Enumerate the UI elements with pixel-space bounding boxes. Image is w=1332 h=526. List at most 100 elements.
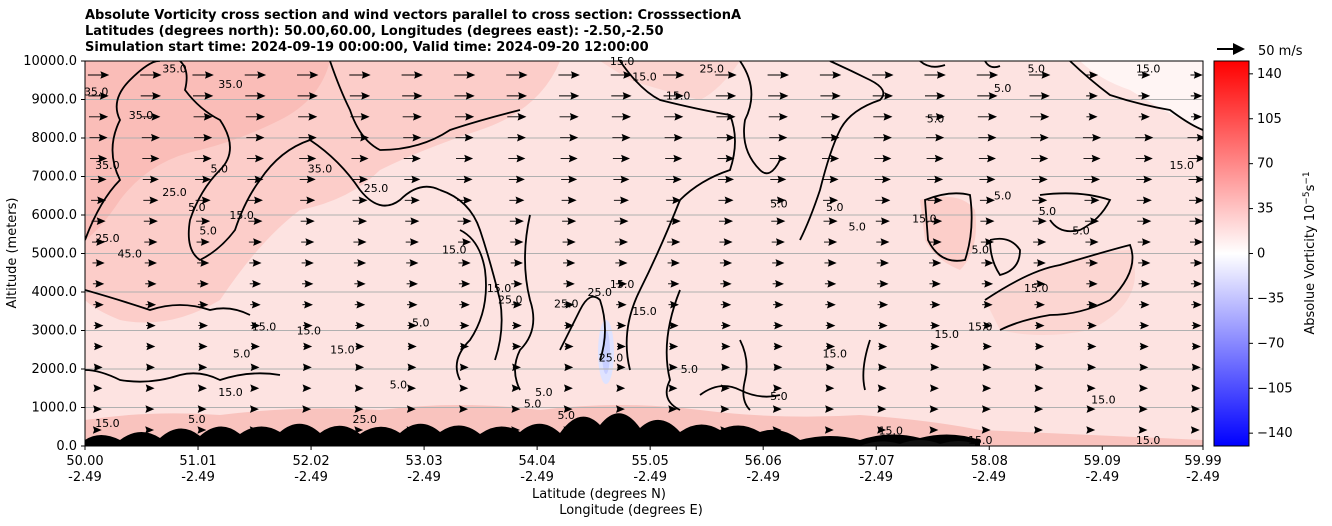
wind-vector — [249, 259, 262, 267]
wind-vector — [930, 321, 940, 330]
wind-vector — [353, 259, 367, 267]
wind-vector — [665, 154, 683, 163]
wind-vector — [141, 112, 161, 121]
contour-label: 35.0 — [308, 163, 333, 176]
wind-vector — [716, 133, 736, 142]
wind-vector — [978, 154, 996, 163]
wind-vector — [872, 92, 893, 100]
contour-line — [455, 229, 487, 381]
contour-label: 5.0 — [199, 224, 217, 237]
x-tick-label-lat: 56.06 — [745, 454, 782, 469]
contour-label: 5.0 — [233, 347, 251, 360]
colorbar-tick-label: −105 — [1257, 381, 1293, 396]
wind-vector — [616, 321, 627, 330]
wind-vector — [614, 217, 629, 225]
contour-line — [989, 237, 1021, 277]
wind-vector — [562, 217, 577, 225]
wind-vector — [250, 384, 260, 393]
wind-vector — [664, 112, 684, 121]
wind-vector — [458, 259, 471, 267]
wind-vector — [1138, 112, 1150, 121]
x-tick-label-lat: 54.04 — [519, 454, 556, 469]
wind-vectors — [87, 71, 1203, 434]
wind-vector — [824, 280, 837, 288]
wind-vector — [719, 259, 733, 267]
wind-vector — [772, 405, 782, 413]
wind-vector — [1136, 175, 1153, 184]
wind-vector — [302, 405, 312, 413]
wind-vector — [1187, 133, 1203, 142]
contour-line — [699, 385, 781, 398]
wind-vector — [1087, 342, 1097, 351]
contour-label: 5.0 — [972, 244, 990, 257]
contour-label: 15.0 — [330, 344, 355, 357]
wind-vector — [302, 280, 314, 288]
wind-vector — [1188, 175, 1203, 184]
wind-vector — [92, 280, 105, 288]
colorbar-tick-label: 140 — [1257, 67, 1282, 82]
wind-vector — [564, 363, 574, 372]
wind-vector — [563, 259, 576, 267]
contour-label: 5.0 — [1028, 63, 1046, 76]
wind-vector — [773, 321, 784, 330]
wind-vector — [457, 217, 472, 225]
contour-line — [739, 61, 781, 175]
grid-lines — [85, 99, 1203, 408]
wind-vector — [300, 217, 315, 225]
wind-vector — [145, 405, 155, 413]
wind-vector — [616, 342, 626, 351]
wind-vector — [297, 92, 318, 100]
wind-vector — [982, 384, 992, 393]
wind-vector — [668, 384, 678, 393]
wind-vector — [198, 384, 207, 393]
wind-vector — [873, 133, 892, 142]
contour-label: 5.0 — [1039, 205, 1057, 218]
wind-vector — [876, 238, 890, 246]
wind-vector — [878, 342, 888, 351]
contour-label: 25.0 — [364, 182, 389, 195]
wind-vector — [1086, 384, 1096, 393]
colorbar-ticks: 140 105 70 35 0 −35 −70 −105 −140 — [1249, 67, 1293, 441]
wind-vector — [1084, 217, 1100, 225]
wind-vector — [982, 300, 993, 309]
wind-vector — [459, 384, 469, 393]
contour-label: 35.0 — [129, 109, 154, 122]
wind-vector — [511, 280, 523, 288]
x-tick-label-lon: -2.49 — [746, 470, 780, 485]
wind-vector — [667, 259, 680, 267]
wind-vector — [195, 196, 211, 205]
contour-label: 25.0 — [162, 186, 187, 199]
wind-vector — [720, 405, 730, 413]
wind-vector — [1138, 405, 1148, 413]
wind-vector — [1190, 238, 1203, 246]
wind-vector — [1086, 280, 1098, 288]
wind-vector — [1031, 175, 1048, 184]
contour-label: 15.0 — [1136, 63, 1161, 76]
wind-vector — [612, 154, 630, 163]
x-tick-label-lon: -2.49 — [633, 470, 667, 485]
wind-vector — [1033, 259, 1046, 267]
wind-vector — [140, 92, 161, 100]
wind-vector — [1087, 363, 1097, 372]
contour-label: 5.0 — [994, 190, 1012, 203]
wind-vector — [1139, 384, 1149, 393]
wind-vector — [406, 280, 418, 288]
colorbar-tick-label: 105 — [1257, 112, 1282, 127]
wind-vector — [192, 71, 214, 79]
wind-vector — [355, 363, 365, 372]
wind-vector — [351, 154, 369, 163]
wind-vector — [458, 280, 471, 288]
contour-label: 15.0 — [95, 417, 120, 430]
wind-vector — [349, 92, 371, 100]
wind-vector — [825, 363, 835, 372]
wind-vector — [144, 238, 158, 246]
wind-vector — [1086, 112, 1098, 121]
wind-vector — [407, 363, 417, 372]
wind-vector — [824, 426, 834, 434]
wind-vector — [193, 92, 214, 100]
wind-vector — [875, 217, 890, 225]
wind-vector — [507, 112, 527, 121]
contour-label: 25.0 — [95, 232, 120, 245]
wind-vector — [611, 112, 632, 121]
wind-vector — [249, 426, 259, 434]
